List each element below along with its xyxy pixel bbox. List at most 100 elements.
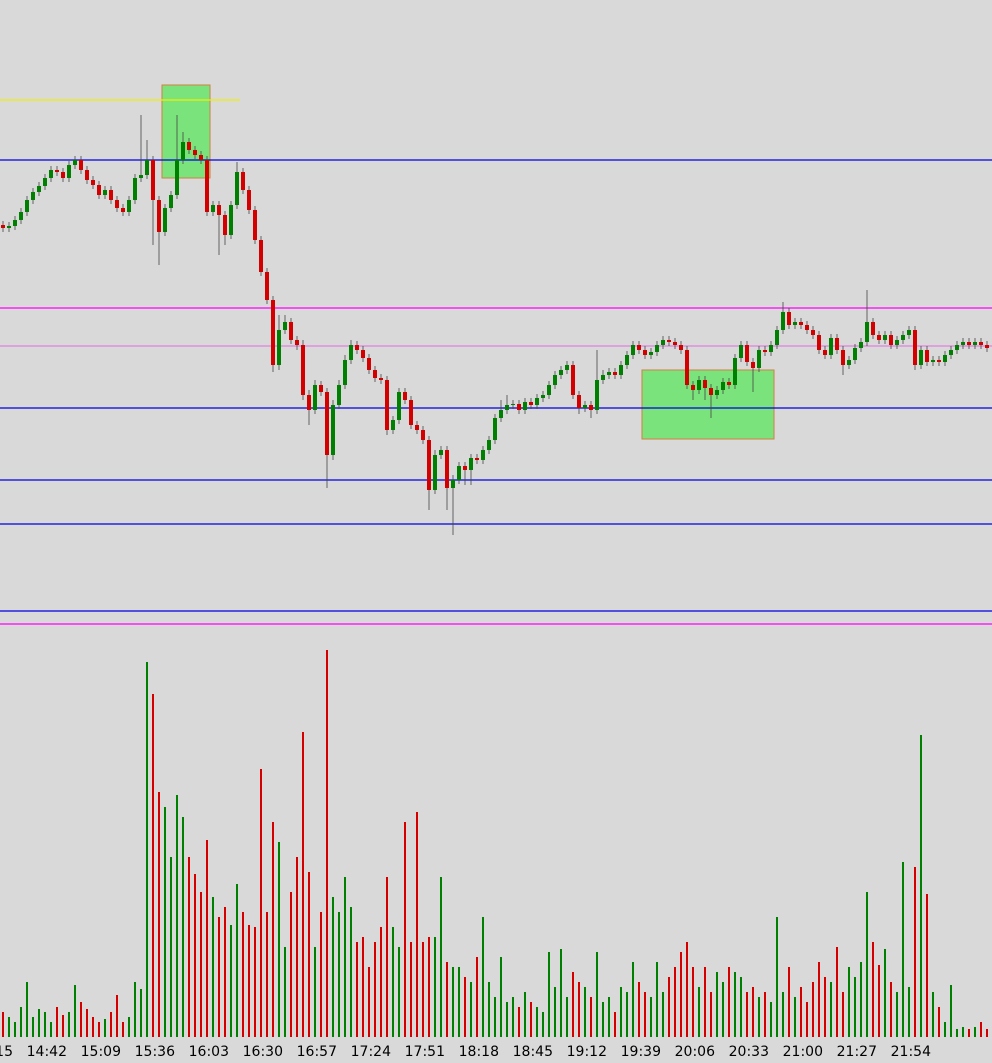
candle-body (109, 190, 113, 200)
candle-body (265, 272, 269, 300)
volume-bar (950, 985, 952, 1037)
volume-bar (542, 1012, 544, 1037)
candle-body (703, 380, 707, 388)
volume-bar (902, 862, 904, 1037)
volume-bar (566, 997, 568, 1037)
candle-body (493, 418, 497, 440)
candle-body (535, 398, 539, 405)
x-tick-label: 18:18 (459, 1044, 499, 1060)
candle-body (175, 160, 179, 195)
zone (161, 84, 211, 179)
candle-body (43, 178, 47, 186)
candle-body (613, 372, 617, 375)
candle-body (79, 160, 83, 170)
volume-bar (704, 967, 706, 1037)
candle-body (673, 342, 677, 345)
candle-body (19, 212, 23, 220)
volume-bar (722, 982, 724, 1037)
candle-body (643, 350, 647, 355)
volume-bar (272, 822, 274, 1037)
candle-body (973, 342, 977, 345)
volume-bar (932, 992, 934, 1037)
volume-bar (254, 927, 256, 1037)
volume-bar (668, 977, 670, 1037)
volume-bar (296, 857, 298, 1037)
x-tick-label: 20:33 (729, 1044, 769, 1060)
volume-bar (314, 947, 316, 1037)
volume-bar (338, 912, 340, 1037)
candle-body (205, 160, 209, 212)
volume-bar (74, 985, 76, 1037)
x-tick-label: 15 (0, 1044, 13, 1060)
candle-body (379, 378, 383, 380)
volume-bar (326, 650, 328, 1037)
volume-bar (518, 1007, 520, 1037)
candle-body (247, 190, 251, 210)
volume-bar (464, 977, 466, 1037)
volume-bar (356, 942, 358, 1037)
candle-body (871, 322, 875, 335)
volume-bar (146, 662, 148, 1037)
volume-bar (788, 967, 790, 1037)
volume-bar (302, 732, 304, 1037)
x-tick-label: 16:03 (189, 1044, 229, 1060)
volume-bar (218, 917, 220, 1037)
candle-body (679, 345, 683, 350)
candle-body (385, 380, 389, 430)
volume-bar (266, 912, 268, 1037)
volume-bar (830, 982, 832, 1037)
candle-body (889, 335, 893, 345)
candle-body (361, 350, 365, 358)
volume-bar (626, 992, 628, 1037)
volume-bar (914, 867, 916, 1037)
candle-body (259, 240, 263, 272)
volume-bar (524, 992, 526, 1037)
volume-bar (716, 972, 718, 1037)
candle-body (241, 172, 245, 190)
candle-body (913, 330, 917, 365)
volume-bar (980, 1022, 982, 1037)
volume-bar (212, 897, 214, 1037)
volume-bar (20, 1007, 22, 1037)
x-tick-label: 21:54 (891, 1044, 931, 1060)
candle-body (85, 170, 89, 180)
candle-body (961, 342, 965, 345)
volume-bar (866, 892, 868, 1037)
volume-bar (416, 812, 418, 1037)
volume-bar (920, 735, 922, 1037)
candle-body (769, 345, 773, 352)
candle-body (655, 345, 659, 352)
candle-body (709, 388, 713, 395)
candle-body (73, 160, 77, 165)
candle-body (649, 352, 653, 355)
volume-bar (122, 1022, 124, 1037)
candle-body (121, 208, 125, 212)
volume-bar (440, 877, 442, 1037)
volume-bar (308, 872, 310, 1037)
candle-body (457, 466, 461, 480)
volume-bar (32, 1017, 34, 1037)
candle-body (49, 170, 53, 178)
candle-body (127, 200, 131, 212)
candle-body (577, 395, 581, 408)
volume-bar (170, 857, 172, 1037)
candle-body (979, 342, 983, 345)
volume-bar (662, 992, 664, 1037)
volume-bar (482, 917, 484, 1037)
volume-bar (836, 947, 838, 1037)
candle-body (313, 385, 317, 410)
volume-bar (350, 907, 352, 1037)
candle-body (547, 385, 551, 395)
volume-bar (140, 989, 142, 1037)
volume-bar (650, 997, 652, 1037)
candle-body (139, 175, 143, 178)
volume-bar (956, 1029, 958, 1037)
candle-body (217, 205, 221, 215)
candle-body (97, 185, 101, 195)
candle-body (391, 420, 395, 430)
candle-body (925, 350, 929, 362)
volume-bar (764, 992, 766, 1037)
candle-body (559, 370, 563, 375)
candle-body (151, 160, 155, 200)
volume-bar (494, 997, 496, 1037)
